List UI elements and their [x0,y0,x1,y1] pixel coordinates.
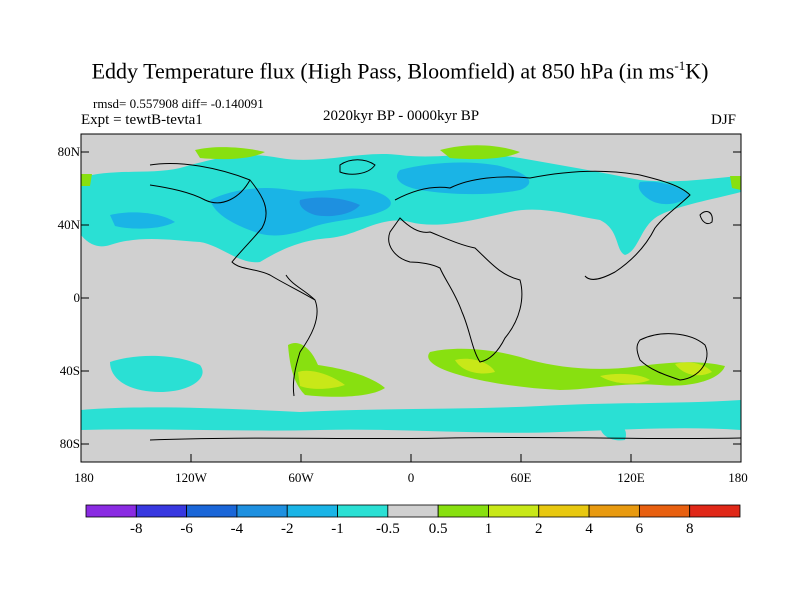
colorbar-swatch [186,504,238,518]
negative-anomaly-north [81,153,741,263]
lon-label-60e: 60E [510,470,532,485]
colorbar-tick-label: -2 [280,521,294,537]
colorbar-tick-label: 0.5 [428,521,448,537]
colorbar-swatch [538,504,590,518]
period-label: 2020kyr BP - 0000kyr BP [323,108,480,124]
season-label: DJF [711,112,737,128]
colorbar-tick-label: -6 [180,521,193,537]
colorbar-tick-label: -0.5 [375,521,400,537]
lon-label-180w: 180 [74,470,94,485]
colorbar-tick-label: -4 [230,521,244,537]
positive-patch-arctic [195,147,265,160]
lon-label-180e: 180 [728,470,748,485]
colorbar-tick-label: 1 [484,521,493,537]
southern-features [81,342,741,441]
colorbar-swatch [85,504,137,518]
colorbar-swatch [236,504,288,518]
colorbar-tick-label: -8 [130,521,143,537]
lon-label-0: 0 [407,470,415,485]
lat-label-40s: 40S [59,363,80,378]
lon-label-60w: 60W [288,470,314,485]
positive-patch-east [730,176,741,190]
positive-patch-siberia [440,145,520,160]
map-field [81,134,741,462]
lat-label-80s: 80S [59,436,80,451]
positive-patch-west [81,174,92,186]
lon-label-120e: 120E [617,470,645,485]
colorbar-tick-label: -1 [331,521,344,537]
colorbar-tick-label: 4 [585,521,593,537]
colorbar-swatch [135,504,188,518]
colorbar-swatch [588,504,640,518]
lat-label-40n: 40N [57,217,80,232]
lat-label-80n: 80N [57,144,80,159]
coastlines [149,159,741,441]
colorbar-tick-label: 8 [685,521,694,537]
colorbar-swatch [286,504,338,518]
chart-title: Eddy Temperature flux (High Pass, Bloomf… [91,58,709,84]
axis-ticks [81,151,741,462]
lat-label-0: 0 [73,290,81,305]
colorbar-swatch [488,504,540,518]
colorbar-tick-label: 6 [635,521,644,537]
colorbar-swatch [337,504,389,518]
colorbar [85,504,741,518]
experiment-label: Expt = tewtB-tevta1 [81,112,203,128]
colorbar-swatch [437,504,489,518]
stats-label: rmsd= 0.557908 diff= -0.140091 [93,96,264,111]
colorbar-swatch [638,504,691,518]
colorbar-swatch [689,504,741,518]
colorbar-swatch [387,504,439,518]
colorbar-tick-label: 2 [535,521,543,537]
lon-label-120w: 120W [175,470,207,485]
